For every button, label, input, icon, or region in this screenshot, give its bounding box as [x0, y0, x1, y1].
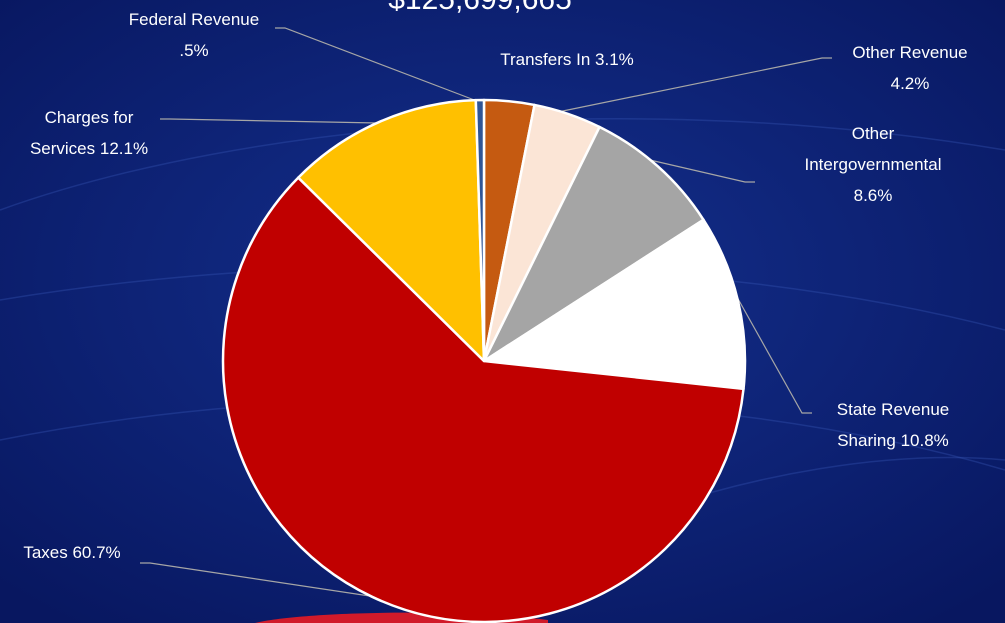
leader-line [649, 159, 755, 183]
leader-line [552, 57, 832, 114]
leader-line [736, 296, 812, 414]
data-label: State Revenue Sharing 10.8% [813, 394, 973, 456]
category-label: Transfers In [500, 50, 591, 69]
category-label: Other Intergovernmental [804, 124, 942, 174]
pie-slice [297, 98, 486, 363]
value-label: 3.1% [595, 50, 634, 69]
category-label: Taxes [23, 543, 68, 562]
value-label: 60.7% [72, 543, 121, 562]
data-label: Charges for Services 12.1% [14, 102, 164, 164]
pie-slice [482, 125, 705, 363]
category-label: State Revenue Sharing [836, 400, 950, 450]
leader-line [160, 118, 379, 124]
chart-title: $125,699,665 [0, 0, 960, 17]
pie-slice [221, 176, 745, 623]
data-label: Other Revenue 4.2% [840, 37, 980, 99]
value-label: .5% [179, 41, 209, 60]
value-label: 10.8% [900, 431, 949, 450]
leader-line [140, 562, 384, 599]
leader-lines [140, 27, 832, 599]
data-label: Transfers In 3.1% [457, 44, 677, 75]
category-label: Charges for Services [29, 108, 134, 158]
leader-line [275, 27, 478, 102]
data-label: Federal Revenue .5% [119, 4, 269, 66]
data-label: Taxes 60.7% [0, 537, 147, 568]
value-label: 4.2% [890, 74, 930, 93]
value-label: 8.6% [853, 186, 893, 205]
pie-slice [482, 218, 747, 391]
category-label: Other Revenue [852, 43, 968, 62]
pie [221, 98, 747, 623]
data-label: Other Intergovernmental 8.6% [793, 118, 953, 211]
value-label: 12.1% [99, 139, 149, 158]
pie-slice [474, 98, 486, 363]
category-label: Federal Revenue [128, 10, 260, 29]
